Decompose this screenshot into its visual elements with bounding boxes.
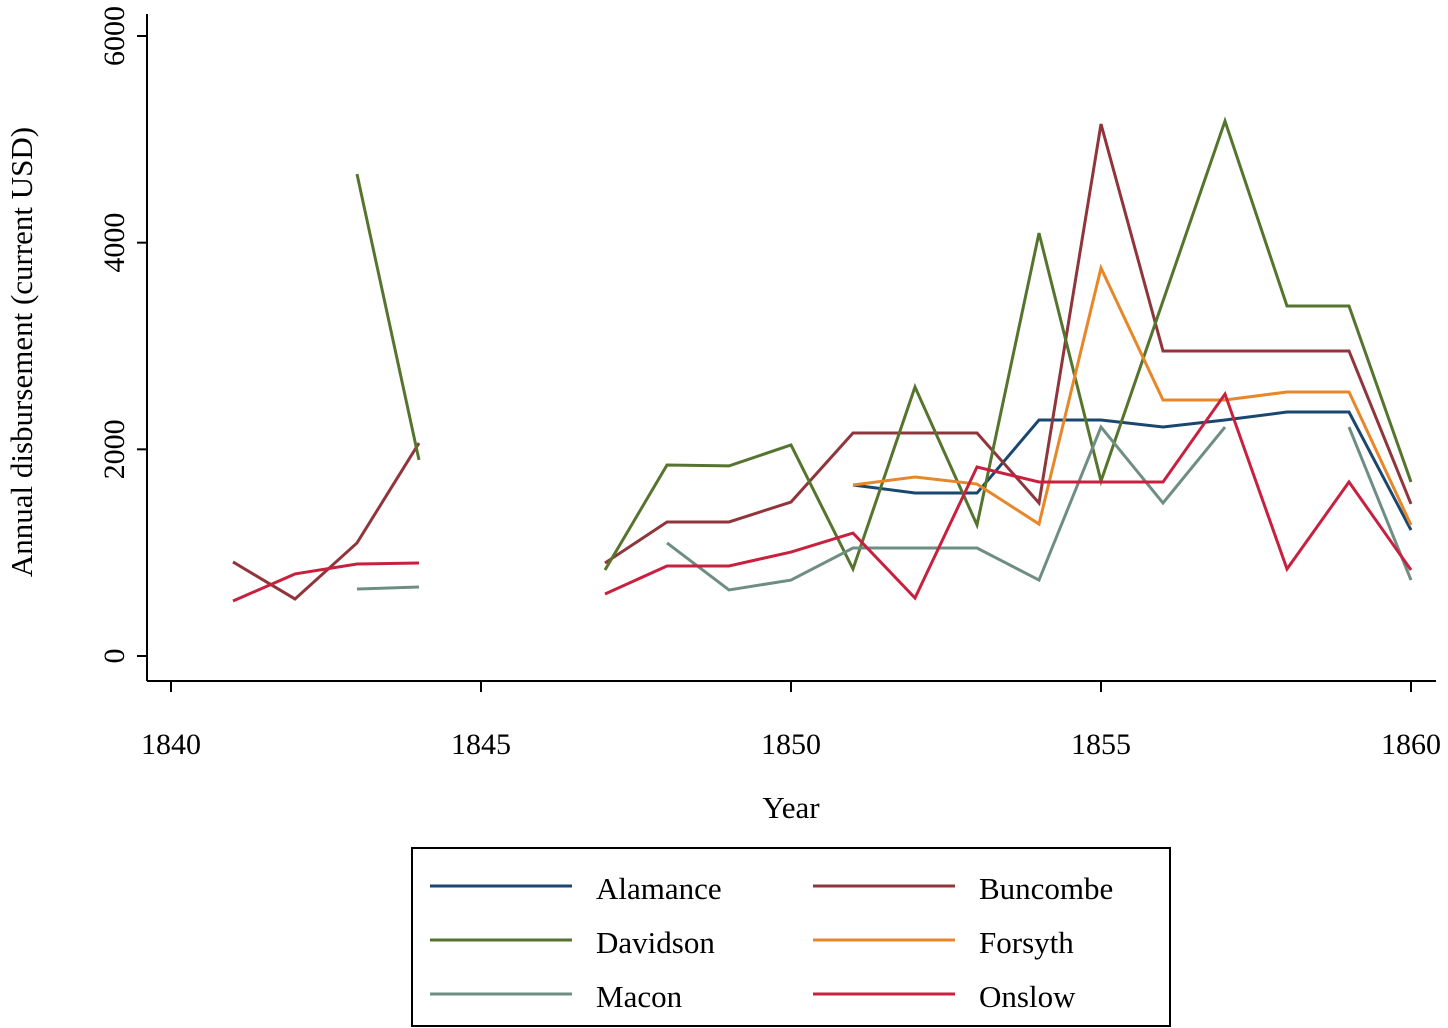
y-tick-label: 6000 — [98, 6, 131, 66]
series-line-segment — [232, 442, 421, 601]
series-line-segment — [604, 390, 1413, 601]
series-davidson — [355, 116, 1413, 573]
series-onslow — [232, 390, 1413, 603]
x-tick-label: 1850 — [761, 728, 821, 761]
legend-label: Macon — [596, 979, 683, 1014]
x-tick-label: 1840 — [141, 728, 201, 761]
legend: Alamance Buncombe Davidson Forsyth Macon Onsl… — [411, 847, 1171, 1027]
y-ticks: 0 2000 4000 6000 — [98, 6, 147, 664]
legend-label: Forsyth — [979, 925, 1074, 960]
y-tick-label: 0 — [98, 649, 131, 664]
series-line-segment — [666, 424, 1227, 592]
series-line-segment — [603, 116, 1413, 573]
x-tick-label: 1845 — [451, 728, 511, 761]
series-line-segment — [356, 585, 420, 591]
series-line-segment — [232, 561, 420, 603]
series-line-segment — [852, 410, 1413, 531]
series-forsyth — [852, 263, 1413, 527]
series-buncombe — [232, 123, 1413, 601]
x-tick-label: 1855 — [1071, 728, 1131, 761]
x-ticks: 1840 1845 1850 1855 1860 — [141, 681, 1441, 761]
x-axis-title: Year — [762, 790, 820, 825]
legend-box — [411, 847, 1171, 1027]
series-line-segment — [852, 263, 1413, 527]
y-tick-label: 2000 — [98, 419, 131, 479]
series-lines — [232, 116, 1413, 603]
legend-label: Buncombe — [979, 871, 1113, 906]
legend-label: Alamance — [596, 871, 722, 906]
series-line-segment — [355, 173, 421, 461]
legend-label: Onslow — [979, 979, 1076, 1014]
x-tick-label: 1860 — [1381, 728, 1441, 761]
series-line-segment — [604, 123, 1413, 565]
y-axis-title: Annual disbursement (current USD) — [4, 127, 39, 577]
y-tick-label: 4000 — [98, 213, 131, 273]
series-alamance — [852, 410, 1413, 531]
legend-label: Davidson — [596, 925, 715, 960]
